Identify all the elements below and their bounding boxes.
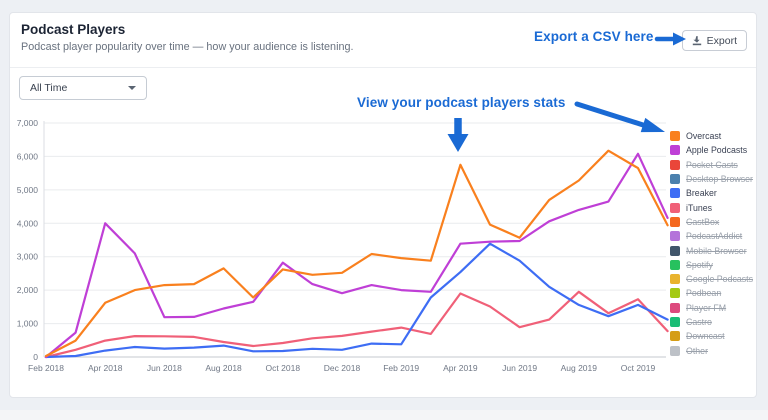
podcast-players-card: Podcast Players Podcast player popularit… — [9, 12, 757, 398]
y-axis-tick-label: 6,000 — [17, 151, 39, 161]
legend-swatch-icon — [670, 274, 680, 285]
legend-label: Google Podcasts — [686, 274, 753, 285]
time-range-value: All Time — [30, 82, 68, 94]
x-axis-tick-label: Oct 2018 — [266, 363, 301, 373]
legend-label: CastBox — [686, 216, 720, 227]
chart-line-apple-podcasts[interactable] — [44, 152, 669, 359]
legend-swatch-icon — [670, 245, 680, 256]
chart-legend: Overcast Apple Podcasts Pocket Casts Deskto… — [670, 129, 753, 358]
legend-label: Downcast — [686, 331, 725, 342]
legend-item-overcast[interactable]: Overcast — [670, 129, 753, 143]
page-footer-strip — [0, 410, 768, 420]
legend-swatch-icon — [670, 188, 680, 199]
y-axis-tick-label: 2,000 — [17, 285, 39, 295]
legend-label: Castro — [686, 317, 712, 327]
legend-label: Other — [686, 345, 709, 356]
x-axis-tick-label: Jun 2019 — [502, 363, 537, 373]
legend-label: Breaker — [686, 188, 717, 199]
legend-item-other[interactable]: Other — [670, 343, 753, 357]
legend-item-desktop-browser[interactable]: Desktop Browser — [670, 172, 753, 186]
legend-item-spotify[interactable]: Spotify — [670, 258, 753, 272]
legend-item-google-podcasts[interactable]: Google Podcasts — [670, 272, 753, 286]
legend-label: iTunes — [686, 202, 713, 213]
chevron-down-icon — [128, 86, 136, 90]
legend-swatch-icon — [670, 131, 680, 142]
x-axis-tick-label: Apr 2018 — [88, 363, 123, 373]
time-range-select[interactable]: All Time — [19, 76, 147, 100]
legend-label: Spotify — [686, 259, 713, 270]
export-button-label: Export — [706, 34, 737, 47]
y-axis-tick-label: 3,000 — [17, 252, 39, 262]
x-axis-tick-label: Aug 2018 — [205, 363, 242, 373]
x-axis-tick-label: Apr 2019 — [443, 363, 478, 373]
legend-item-itunes[interactable]: iTunes — [670, 200, 753, 214]
legend-item-pocket-casts[interactable]: Pocket Casts — [670, 158, 753, 172]
y-axis-tick-label: 1,000 — [17, 319, 39, 329]
x-axis-tick-label: Aug 2019 — [561, 363, 598, 373]
legend-item-apple-podcasts[interactable]: Apple Podcasts — [670, 143, 753, 157]
legend-swatch-icon — [670, 331, 680, 342]
legend-swatch-icon — [670, 259, 680, 270]
page-title: Podcast Players — [21, 22, 126, 37]
legend-label: Player FM — [686, 302, 727, 313]
legend-label: Desktop Browser — [686, 174, 753, 185]
y-axis-tick-label: 0 — [33, 352, 38, 362]
download-icon — [692, 35, 702, 46]
annotation-export-csv: Export a CSV here — [534, 29, 654, 44]
legend-item-castro[interactable]: Castro — [670, 315, 753, 329]
card-header: Podcast Players Podcast player popularit… — [10, 13, 756, 68]
legend-item-podcastaddict[interactable]: PodcastAddict — [670, 229, 753, 243]
export-button[interactable]: Export — [681, 30, 747, 51]
legend-swatch-icon — [670, 317, 680, 327]
legend-swatch-icon — [670, 145, 680, 156]
legend-label: Overcast — [686, 131, 722, 142]
y-axis-tick-label: 4,000 — [17, 218, 39, 228]
legend-swatch-icon — [670, 202, 680, 213]
chart-line-breaker[interactable] — [44, 242, 669, 359]
x-axis-tick-label: Feb 2019 — [383, 363, 419, 373]
annotation-view-stats: View your podcast players stats — [357, 95, 566, 110]
x-axis-tick-label: Oct 2019 — [621, 363, 656, 373]
x-axis-tick-label: Jun 2018 — [147, 363, 182, 373]
y-axis-tick-label: 7,000 — [17, 118, 39, 128]
legend-item-player-fm[interactable]: Player FM — [670, 301, 753, 315]
legend-item-mobile-browser[interactable]: Mobile Browser — [670, 243, 753, 257]
legend-label: Podbean — [686, 288, 722, 299]
legend-swatch-icon — [670, 216, 680, 227]
legend-item-castbox[interactable]: CastBox — [670, 215, 753, 229]
legend-swatch-icon — [670, 159, 680, 170]
legend-swatch-icon — [670, 174, 680, 185]
legend-label: Pocket Casts — [686, 159, 738, 170]
legend-label: Apple Podcasts — [686, 145, 748, 156]
legend-item-breaker[interactable]: Breaker — [670, 186, 753, 200]
podcast-players-chart[interactable]: 0 1,000 2,000 3,000 4,000 5,000 6,000 7,000 Feb … — [10, 113, 758, 393]
legend-swatch-icon — [670, 288, 680, 299]
legend-label: Mobile Browser — [686, 245, 747, 256]
chart-line-itunes[interactable] — [44, 290, 669, 359]
legend-swatch-icon — [670, 302, 680, 313]
legend-swatch-icon — [670, 345, 680, 356]
legend-label: PodcastAddict — [686, 231, 743, 242]
page-subtitle: Podcast player popularity over time — ho… — [21, 41, 354, 53]
y-axis-tick-label: 5,000 — [17, 185, 39, 195]
x-axis-tick-label: Dec 2018 — [324, 363, 361, 373]
x-axis-tick-label: Feb 2018 — [28, 363, 64, 373]
chart-line-overcast[interactable] — [44, 149, 669, 358]
legend-item-podbean[interactable]: Podbean — [670, 286, 753, 300]
legend-swatch-icon — [670, 231, 680, 242]
legend-item-downcast[interactable]: Downcast — [670, 329, 753, 343]
